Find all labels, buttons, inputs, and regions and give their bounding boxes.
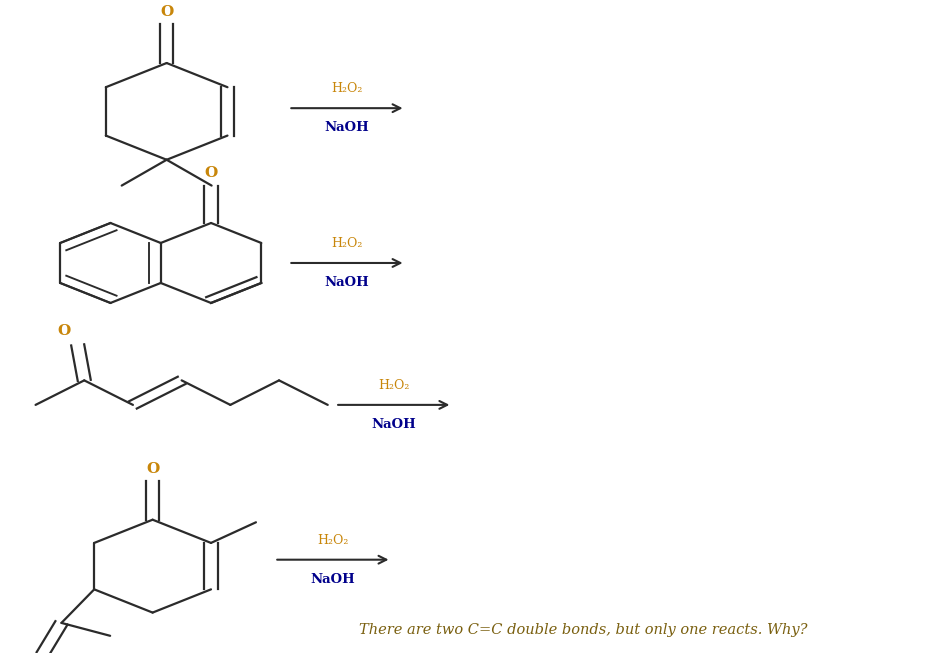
Text: O: O — [146, 462, 159, 476]
Text: There are two C=C double bonds, but only one reacts. Why?: There are two C=C double bonds, but only… — [359, 623, 807, 637]
Text: NaOH: NaOH — [371, 418, 416, 431]
Text: H₂O₂: H₂O₂ — [378, 379, 410, 392]
Text: NaOH: NaOH — [325, 121, 369, 134]
Text: O: O — [204, 167, 218, 180]
Text: H₂O₂: H₂O₂ — [317, 534, 349, 547]
Text: O: O — [160, 5, 173, 19]
Text: H₂O₂: H₂O₂ — [332, 237, 363, 250]
Text: NaOH: NaOH — [311, 573, 355, 586]
Text: NaOH: NaOH — [325, 276, 369, 289]
Text: O: O — [57, 325, 71, 338]
Text: H₂O₂: H₂O₂ — [332, 82, 363, 95]
